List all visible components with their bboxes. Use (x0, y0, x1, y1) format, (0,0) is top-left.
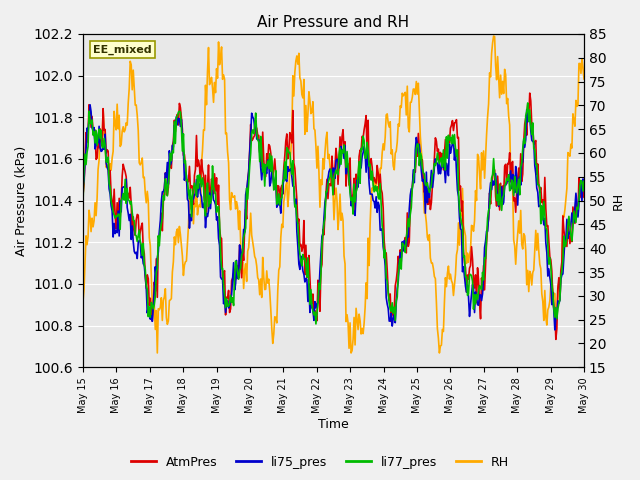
Title: Air Pressure and RH: Air Pressure and RH (257, 15, 410, 30)
Text: EE_mixed: EE_mixed (93, 44, 152, 55)
Y-axis label: Air Pressure (kPa): Air Pressure (kPa) (15, 145, 28, 256)
X-axis label: Time: Time (318, 419, 349, 432)
Y-axis label: RH: RH (612, 192, 625, 210)
Legend: AtmPres, li75_pres, li77_pres, RH: AtmPres, li75_pres, li77_pres, RH (125, 451, 515, 474)
